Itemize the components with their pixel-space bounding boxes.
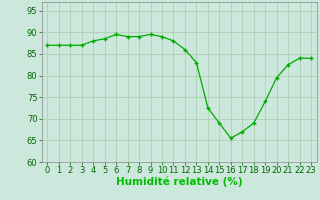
X-axis label: Humidité relative (%): Humidité relative (%) [116,177,243,187]
